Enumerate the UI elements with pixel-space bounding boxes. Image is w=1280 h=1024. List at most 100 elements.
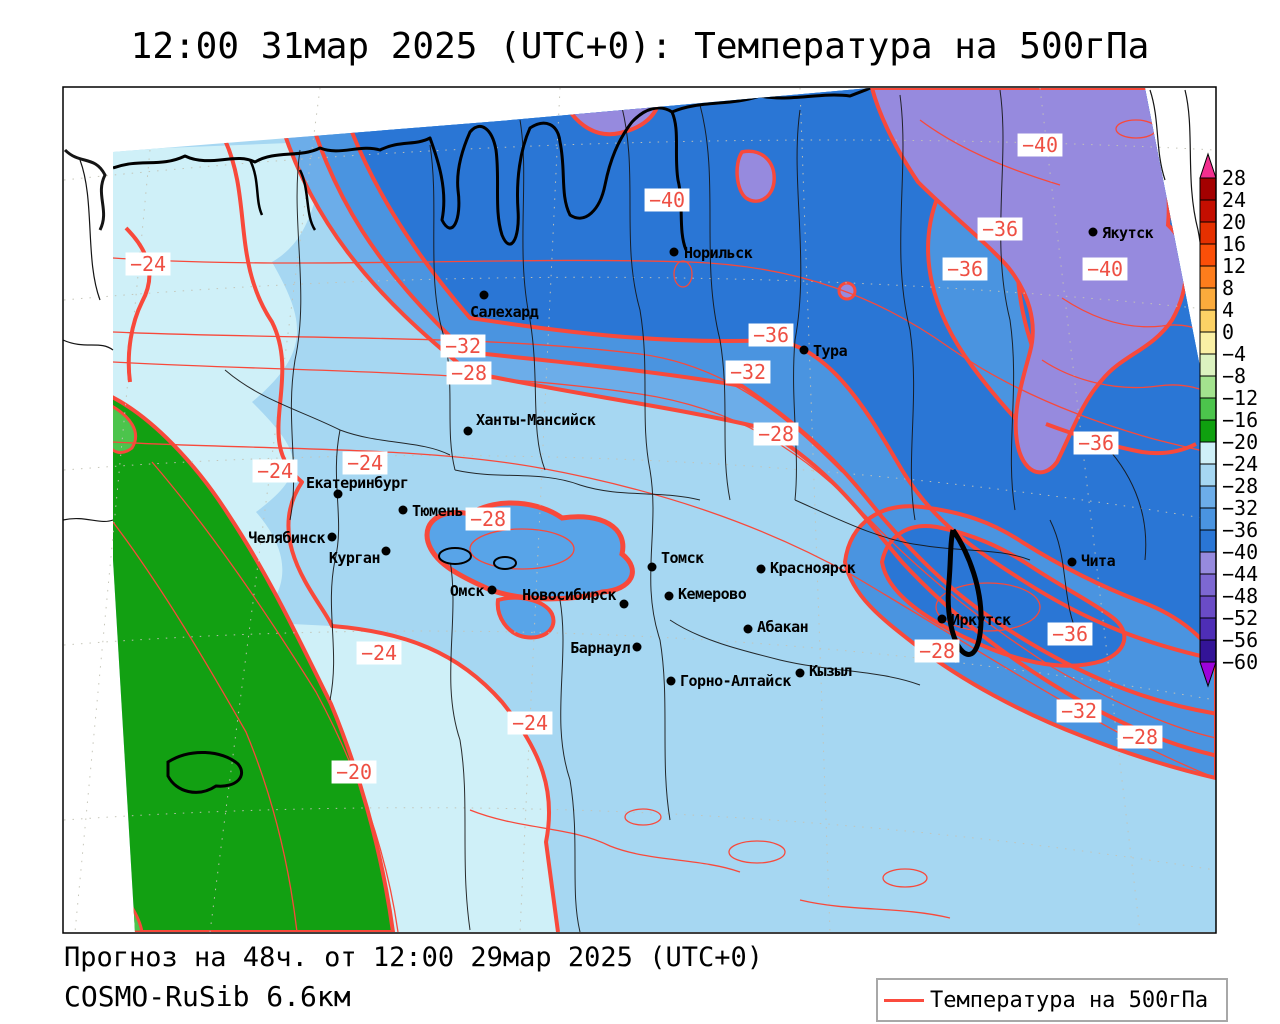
city-label: Новосибирск bbox=[522, 586, 616, 604]
colorbar-swatch bbox=[1199, 375, 1217, 399]
city-label: Абакан bbox=[757, 618, 808, 636]
colorbar-tick-label: 8 bbox=[1222, 276, 1234, 300]
colorbar-tick-label: 28 bbox=[1222, 166, 1246, 190]
colorbar-tick-label: 4 bbox=[1222, 298, 1234, 322]
city-label: Якутск bbox=[1102, 224, 1154, 242]
colorbar-swatch bbox=[1199, 529, 1217, 553]
colorbar-tick-label: 0 bbox=[1222, 320, 1234, 344]
city-marker bbox=[1088, 227, 1098, 237]
contour-label: −36 bbox=[982, 217, 1018, 241]
colorbar-swatch bbox=[1199, 441, 1217, 465]
city-marker bbox=[327, 532, 337, 542]
legend-line-sample bbox=[884, 998, 924, 1002]
colorbar-swatch bbox=[1199, 463, 1217, 487]
contour-label: −28 bbox=[919, 639, 955, 663]
colorbar-tick-label: −24 bbox=[1222, 452, 1258, 476]
colorbar-swatch bbox=[1199, 309, 1217, 333]
contour-label: −32 bbox=[730, 360, 766, 384]
contour-label-bg bbox=[1017, 133, 1063, 157]
contour-label: −36 bbox=[947, 257, 983, 281]
colorbar-swatch bbox=[1199, 243, 1217, 267]
contour-label-bg bbox=[465, 507, 511, 531]
city-label: Ханты-Мансийск bbox=[476, 411, 596, 429]
contour-label-bg bbox=[446, 361, 492, 385]
colorbar-tick-label: −20 bbox=[1222, 430, 1258, 454]
city-marker bbox=[398, 505, 408, 515]
city-marker bbox=[1067, 557, 1077, 567]
city-label: Барнаул bbox=[570, 639, 630, 657]
contour-label-layer: −24 −40 −40 −36 −36 −40 −36 −32 −28 −32 −28 −36 −24 −… bbox=[125, 133, 1163, 784]
city-label: Кемерово bbox=[678, 585, 747, 603]
city-label: Тюмень bbox=[412, 502, 463, 520]
city-label: Томск bbox=[661, 549, 704, 567]
contour-label: −28 bbox=[451, 361, 487, 385]
colorbar-tick-label: −44 bbox=[1222, 562, 1258, 586]
city-marker bbox=[795, 668, 805, 678]
city-label: Красноярск bbox=[770, 559, 856, 577]
forecast-info: Прогноз на 48ч. от 12:00 29мар 2025 (UTC… bbox=[64, 942, 763, 973]
city-label: Омск bbox=[450, 582, 485, 600]
colorbar-swatch bbox=[1199, 639, 1217, 663]
contour-label: −24 bbox=[347, 451, 383, 475]
colorbar-tick-label: −56 bbox=[1222, 628, 1258, 652]
temperature-fill-layer bbox=[113, 88, 1216, 932]
contour-label: −36 bbox=[1078, 431, 1114, 455]
contour-label: −24 bbox=[512, 711, 548, 735]
colorbar-tick-label: −48 bbox=[1222, 584, 1258, 608]
colorbar-tick-label: 24 bbox=[1222, 188, 1246, 212]
admin-borders bbox=[224, 89, 1147, 932]
contour-label-bg bbox=[942, 257, 988, 281]
city-marker bbox=[743, 624, 753, 634]
colorbar-tick-label: −52 bbox=[1222, 606, 1258, 630]
contour-label-bg bbox=[753, 422, 799, 446]
city-label: Салехард bbox=[470, 303, 539, 321]
contour-label-bg bbox=[125, 252, 171, 276]
contour-label-bg bbox=[1056, 699, 1102, 723]
contour-label-bg bbox=[748, 323, 794, 347]
colorbar-tick-label: 20 bbox=[1222, 210, 1246, 234]
colorbar-swatch bbox=[1199, 507, 1217, 531]
legend: Температура на 500гПа bbox=[876, 978, 1228, 1022]
colorbar-swatch bbox=[1199, 287, 1217, 311]
city-marker bbox=[333, 489, 343, 499]
city-marker bbox=[487, 585, 497, 595]
contour-label-bg bbox=[331, 760, 377, 784]
colorbar-swatch bbox=[1199, 221, 1217, 245]
contour-label: −28 bbox=[1122, 725, 1158, 749]
city-label: Норильск bbox=[684, 244, 753, 262]
colorbar-swatch bbox=[1199, 573, 1217, 597]
city-label: Курган bbox=[329, 549, 380, 567]
city-label: Кызыл bbox=[809, 662, 852, 680]
map-frame bbox=[62, 86, 1217, 934]
contour-label: −36 bbox=[1052, 622, 1088, 646]
contour-label-bg bbox=[1073, 431, 1119, 455]
city-layer: Норильск Салехард Тура Ханты-Мансийск Екатер… bbox=[248, 224, 1154, 690]
colorbar-swatch bbox=[1199, 331, 1217, 355]
model-info: COSMO-RuSib 6.6км bbox=[64, 980, 351, 1013]
colorbar-swatch bbox=[1199, 617, 1217, 641]
city-label: Тура bbox=[813, 342, 848, 360]
city-label: Челябинск bbox=[248, 529, 325, 547]
colorbar-swatch bbox=[1199, 551, 1217, 575]
contour-label: −36 bbox=[753, 323, 789, 347]
colorbar-tick-label: 16 bbox=[1222, 232, 1246, 256]
city-marker bbox=[479, 290, 489, 300]
coastline-layer bbox=[113, 88, 984, 794]
city-label: Чита bbox=[1081, 552, 1116, 570]
contour-label: −40 bbox=[1022, 133, 1058, 157]
city-marker bbox=[647, 562, 657, 572]
colorbar-tick-label: −4 bbox=[1222, 342, 1246, 366]
colorbar-under-arrow bbox=[1199, 661, 1217, 688]
city-marker bbox=[381, 546, 391, 556]
contour-label-bg bbox=[356, 641, 402, 665]
colorbar-swatch bbox=[1199, 485, 1217, 509]
colorbar-swatch bbox=[1199, 177, 1217, 201]
contour-label-bg bbox=[1082, 257, 1128, 281]
contour-label: −32 bbox=[445, 334, 481, 358]
city-marker bbox=[632, 642, 642, 652]
colorbar-tick-label: −12 bbox=[1222, 386, 1258, 410]
contour-label: −24 bbox=[361, 641, 397, 665]
contour-label-bg bbox=[644, 188, 690, 212]
